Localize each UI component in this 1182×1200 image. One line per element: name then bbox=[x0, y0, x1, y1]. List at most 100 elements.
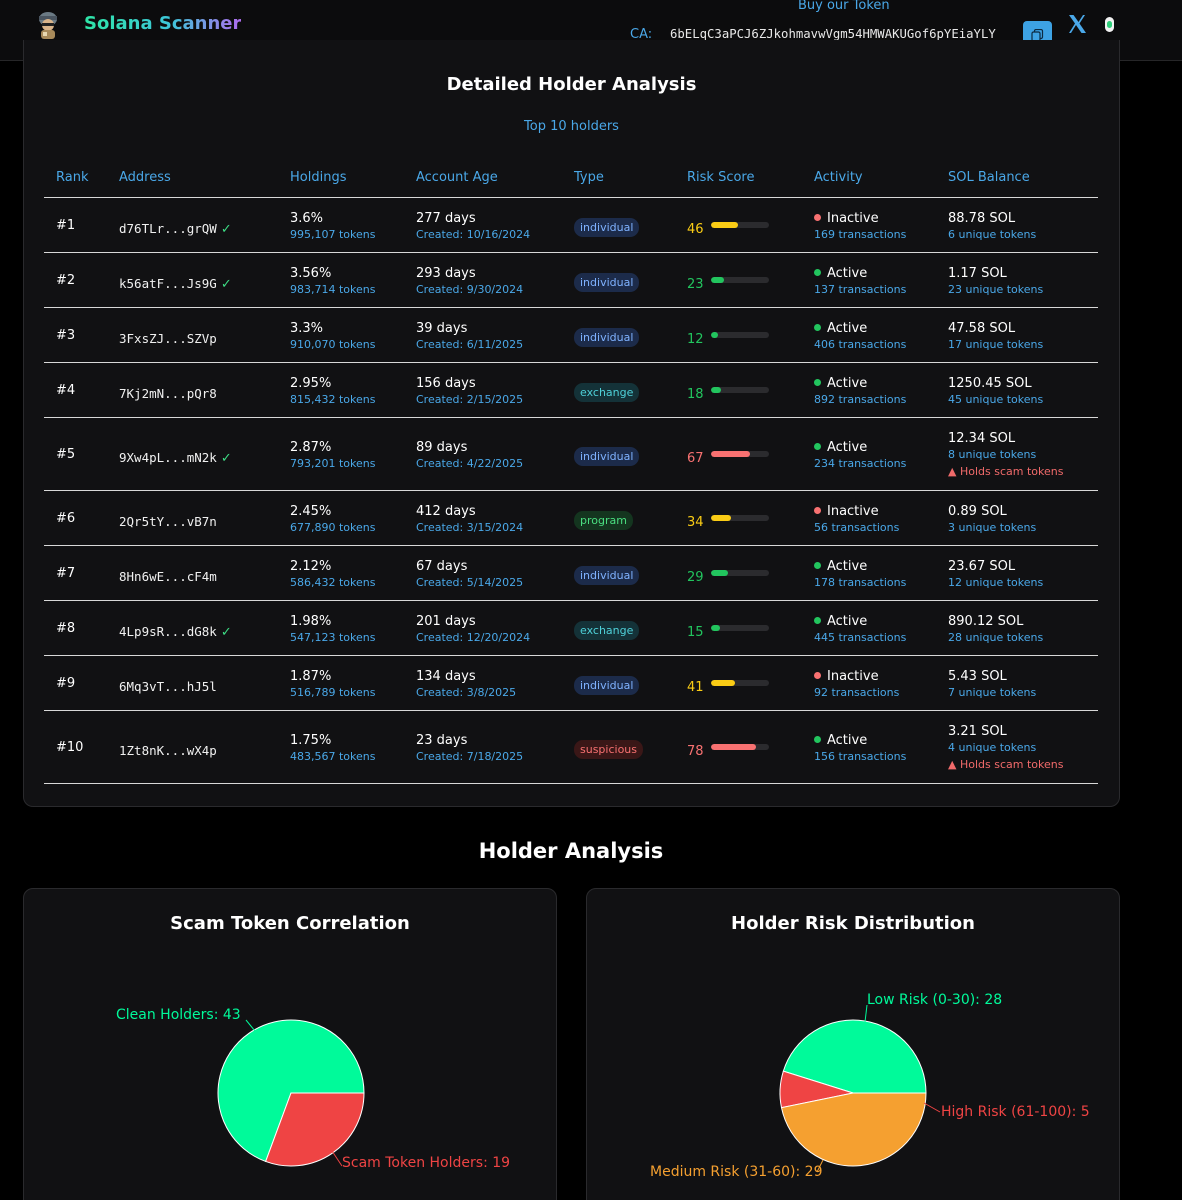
column-address[interactable]: Address bbox=[119, 170, 171, 185]
created-date: Created: 6/11/2025 bbox=[416, 337, 524, 351]
pie-slice-clean-holders[interactable] bbox=[217, 1019, 365, 1163]
holder-address[interactable]: k56atF...Js9G bbox=[119, 275, 217, 291]
scam-correlation-pie-chart: Clean Holders: 43 Scam Token Holders: 19 bbox=[116, 1007, 510, 1171]
table-row[interactable]: #1 d76TLr...grQW ✓ 3.6% 995,107 tokens 277 da… bbox=[44, 198, 1098, 253]
risk-score-bar bbox=[711, 386, 769, 393]
holder-address-cell[interactable]: 3FxsZJ...SZVp bbox=[119, 328, 217, 347]
column-activity[interactable]: Activity bbox=[814, 170, 863, 185]
table-row[interactable]: #5 9Xw4pL...mN2k ✓ 2.87% 793,201 tokens 89 da… bbox=[44, 418, 1098, 491]
column-account-age[interactable]: Account Age bbox=[416, 170, 498, 185]
column-type[interactable]: Type bbox=[574, 170, 604, 185]
transaction-count: 892 transactions bbox=[814, 392, 907, 406]
detail-card-title: Detailed Holder Analysis bbox=[446, 74, 697, 95]
pie-label-connector bbox=[816, 1159, 824, 1173]
pie-label-connector bbox=[864, 1004, 868, 1023]
holder-address[interactable]: 9Xw4pL...mN2k bbox=[119, 449, 217, 465]
holder-rank: #2 bbox=[56, 272, 76, 288]
pie-slice-medium-risk-31-60[interactable] bbox=[780, 1092, 927, 1167]
holdings-cell: 3.6% 995,107 tokens bbox=[290, 211, 375, 243]
holder-address[interactable]: 7Kj2mN...pQr8 bbox=[119, 385, 217, 401]
token-amount: 793,201 tokens bbox=[290, 456, 376, 470]
table-row[interactable]: #8 4Lp9sR...dG8k ✓ 1.98% 547,123 tokens 201 d… bbox=[44, 601, 1098, 656]
account-age-cell: 39 days Created: 6/11/2025 bbox=[416, 321, 523, 353]
status-dot-icon bbox=[814, 268, 821, 276]
buy-token-link[interactable]: Buy our Token bbox=[798, 0, 890, 13]
holder-address-cell[interactable]: 1Zt8nK...wX4p bbox=[119, 740, 217, 759]
account-age-cell: 201 days Created: 12/20/2024 bbox=[416, 614, 530, 646]
table-row[interactable]: #2 k56atF...Js9G ✓ 3.56% 983,714 tokens 293 d… bbox=[44, 253, 1098, 308]
type-cell: individual bbox=[574, 271, 640, 292]
avatar-logo-icon[interactable] bbox=[34, 10, 62, 40]
column-sol-balance[interactable]: SOL Balance bbox=[948, 170, 1030, 185]
token-amount: 910,070 tokens bbox=[290, 337, 376, 351]
holder-address[interactable]: 3FxsZJ...SZVp bbox=[119, 330, 217, 346]
holder-address[interactable]: 4Lp9sR...dG8k bbox=[119, 623, 217, 639]
holder-address-cell[interactable]: 2Qr5tY...vB7n bbox=[119, 511, 217, 530]
holding-percent: 3.56% bbox=[290, 265, 332, 281]
holder-address[interactable]: 1Zt8nK...wX4p bbox=[119, 742, 217, 758]
holder-address-cell[interactable]: 9Xw4pL...mN2k ✓ bbox=[119, 447, 232, 466]
activity-status: Inactive bbox=[827, 210, 879, 226]
token-amount: 995,107 tokens bbox=[290, 227, 376, 241]
risk-score-value: 67 bbox=[687, 450, 704, 466]
holdings-cell: 1.87% 516,789 tokens bbox=[290, 669, 375, 701]
type-badge: individual bbox=[574, 327, 640, 347]
holder-address-cell[interactable]: k56atF...Js9G ✓ bbox=[119, 273, 232, 292]
status-dot-icon bbox=[814, 442, 821, 450]
sol-balance-cell: 12.34 SOL 8 unique tokens ▲ Holds scam tok… bbox=[948, 431, 1063, 481]
table-row[interactable]: #4 7Kj2mN...pQr8 2.95% 815,432 tokens 156 da… bbox=[44, 363, 1098, 418]
pie-slice-low-risk-0-30[interactable] bbox=[782, 1019, 927, 1094]
account-age-cell: 277 days Created: 10/16/2024 bbox=[416, 211, 530, 243]
column-holdings[interactable]: Holdings bbox=[290, 170, 347, 185]
table-row[interactable]: #6 2Qr5tY...vB7n 2.45% 677,890 tokens 412 da… bbox=[44, 491, 1098, 546]
holdings-cell: 2.12% 586,432 tokens bbox=[290, 559, 375, 591]
table-row[interactable]: #7 8Hn6wE...cF4m 2.12% 586,432 tokens 67 day… bbox=[44, 546, 1098, 601]
verified-check-icon: ✓ bbox=[220, 624, 232, 640]
holdings-cell: 1.75% 483,567 tokens bbox=[290, 733, 375, 765]
table-row[interactable]: #10 1Zt8nK...wX4p 1.75% 483,567 tokens 23 da… bbox=[44, 711, 1098, 784]
type-cell: program bbox=[574, 509, 633, 530]
theme-toggle-icon[interactable] bbox=[1105, 17, 1114, 32]
account-age-cell: 412 days Created: 3/15/2024 bbox=[416, 504, 523, 536]
holder-rank: #3 bbox=[56, 327, 76, 343]
risk-score-bar bbox=[711, 221, 769, 228]
holder-address[interactable]: 8Hn6wE...cF4m bbox=[119, 568, 217, 584]
transaction-count: 137 transactions bbox=[814, 282, 907, 296]
transaction-count: 169 transactions bbox=[814, 227, 907, 241]
holder-address[interactable]: d76TLr...grQW bbox=[119, 220, 217, 236]
status-dot-icon bbox=[814, 735, 821, 743]
holder-address-cell[interactable]: 7Kj2mN...pQr8 bbox=[119, 383, 217, 402]
sol-balance: 12.34 SOL bbox=[948, 430, 1016, 446]
risk-score-cell: 12 bbox=[687, 328, 777, 347]
account-age: 23 days bbox=[416, 732, 468, 748]
holders-table-header: Rank Address Holdings Account Age Type R… bbox=[44, 170, 1098, 198]
type-badge: program bbox=[574, 510, 633, 530]
table-row[interactable]: #9 6Mq3vT...hJ5l 1.87% 516,789 tokens 134 da… bbox=[44, 656, 1098, 711]
type-badge: individual bbox=[574, 217, 640, 237]
type-cell: individual bbox=[574, 674, 640, 695]
holding-percent: 1.87% bbox=[290, 668, 332, 684]
type-badge: individual bbox=[574, 565, 640, 585]
x-logo-icon[interactable] bbox=[1067, 14, 1087, 34]
holder-address-cell[interactable]: 4Lp9sR...dG8k ✓ bbox=[119, 621, 232, 640]
token-amount: 983,714 tokens bbox=[290, 282, 376, 296]
scam-warning: ▲ Holds scam tokens bbox=[948, 464, 1064, 478]
account-age: 412 days bbox=[416, 503, 476, 519]
sol-balance-cell: 23.67 SOL 12 unique tokens bbox=[948, 559, 1043, 591]
pie-label: Low Risk (0-30): 28 bbox=[867, 992, 1002, 1008]
table-row[interactable]: #3 3FxsZJ...SZVp 3.3% 910,070 tokens 39 days… bbox=[44, 308, 1098, 363]
pie-label-connector bbox=[245, 1019, 260, 1037]
risk-score-cell: 23 bbox=[687, 273, 777, 292]
contract-address-label: CA: bbox=[630, 27, 653, 42]
holder-address-cell[interactable]: 8Hn6wE...cF4m bbox=[119, 566, 217, 585]
account-age: 39 days bbox=[416, 320, 468, 336]
risk-score-cell: 78 bbox=[687, 740, 777, 759]
brand-title[interactable]: Solana Scanner bbox=[84, 13, 242, 34]
column-rank[interactable]: Rank bbox=[56, 170, 89, 185]
holder-address-cell[interactable]: d76TLr...grQW ✓ bbox=[119, 218, 232, 237]
activity-status: Active bbox=[827, 320, 868, 336]
holder-address-cell[interactable]: 6Mq3vT...hJ5l bbox=[119, 676, 217, 695]
column-risk-score[interactable]: Risk Score bbox=[687, 170, 755, 185]
holder-address[interactable]: 6Mq3vT...hJ5l bbox=[119, 678, 217, 694]
holder-address[interactable]: 2Qr5tY...vB7n bbox=[119, 513, 217, 529]
